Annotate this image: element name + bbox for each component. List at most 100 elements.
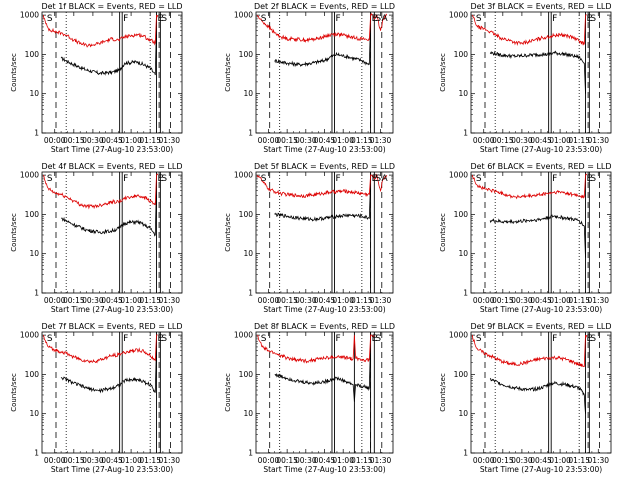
x-tick-label: 01:30 xyxy=(158,136,180,145)
x-tick-label: 01:00 xyxy=(549,456,571,465)
plot-frame xyxy=(255,331,394,454)
x-tick-label: 01:00 xyxy=(549,296,571,305)
x-tick-label: 00:15 xyxy=(63,136,85,145)
y-tick-label: 10 xyxy=(458,409,468,418)
y-tick-label: 10 xyxy=(243,249,253,258)
x-tick-label: 01:00 xyxy=(120,136,142,145)
event-marker-label: S xyxy=(161,174,167,184)
x-tick-label: 00:00 xyxy=(258,136,280,145)
y-tick-label: 1000 xyxy=(234,171,253,180)
y-tick-label: 1 xyxy=(34,129,39,138)
x-tick-label: 01:30 xyxy=(370,456,392,465)
x-tick-label: 00:30 xyxy=(511,456,533,465)
y-tick-label: 10 xyxy=(29,409,39,418)
y-tick-label: 1 xyxy=(248,449,253,458)
event-marker-label: E xyxy=(372,334,378,344)
y-tick-label: 1 xyxy=(463,289,468,298)
x-tick-label: 00:15 xyxy=(492,296,514,305)
event-marker-label: E xyxy=(372,174,378,184)
x-tick-label: 00:45 xyxy=(101,136,123,145)
x-tick-label: 00:00 xyxy=(473,296,495,305)
x-tick-label: 01:30 xyxy=(158,296,180,305)
event-marker-label: F xyxy=(552,334,557,344)
x-tick-label: 01:15 xyxy=(568,296,590,305)
y-tick-label: 1 xyxy=(248,289,253,298)
panel-title: Det 7f BLACK = Events, RED = LLD xyxy=(41,322,182,331)
panel-9: Det 9f BLACK = Events, RED = LLD 1 10 100 10… xyxy=(439,322,612,474)
y-tick-label: 100 xyxy=(454,370,469,379)
x-tick-label: 00:30 xyxy=(511,136,533,145)
y-tick-label: 10 xyxy=(243,89,253,98)
event-marker-label: E xyxy=(158,334,164,344)
x-tick-label: 01:15 xyxy=(139,136,161,145)
plot-frame xyxy=(41,171,183,294)
y-tick-label: 1000 xyxy=(449,171,468,180)
x-tick-label: 01:30 xyxy=(587,456,609,465)
event-marker-label: E xyxy=(587,174,593,184)
event-marker-label: S xyxy=(47,14,53,24)
y-tick-label: 1000 xyxy=(449,11,468,20)
y-tick-label: 1000 xyxy=(449,331,468,340)
panel-3: Det 3f BLACK = Events, RED = LLD 1 10 100 10… xyxy=(439,2,612,154)
plot-frame xyxy=(255,171,394,294)
x-tick-label: 00:30 xyxy=(295,456,317,465)
y-tick-label: 1 xyxy=(463,129,468,138)
event-marker-label: S xyxy=(161,334,167,344)
x-tick-label: 00:00 xyxy=(258,296,280,305)
x-tick-label: 01:15 xyxy=(139,296,161,305)
event-marker-label: S xyxy=(476,174,482,184)
series-events-line xyxy=(274,16,371,68)
panel-6: Det 6f BLACK = Events, RED = LLD 1 10 100 10… xyxy=(439,162,612,314)
x-axis-label: Start Time (27-Aug-10 23:53:00) xyxy=(263,145,385,154)
series-lld-line xyxy=(257,334,375,364)
event-marker-label: S xyxy=(375,14,381,24)
event-marker-label: F xyxy=(552,14,557,24)
event-marker-label: S xyxy=(590,174,596,184)
x-tick-label: 01:15 xyxy=(568,456,590,465)
y-tick-label: 10 xyxy=(29,89,39,98)
event-marker-label: S xyxy=(590,334,596,344)
x-tick-label: 00:00 xyxy=(44,136,66,145)
panel-title: Det 5f BLACK = Events, RED = LLD xyxy=(254,162,395,171)
y-axis-label: Counts/sec xyxy=(224,53,232,92)
y-tick-label: 10 xyxy=(458,249,468,258)
x-tick-label: 00:30 xyxy=(295,136,317,145)
x-tick-label: 00:15 xyxy=(63,456,85,465)
plot-frame xyxy=(41,331,183,454)
event-marker-label: S xyxy=(261,14,267,24)
series-lld-line xyxy=(471,173,588,200)
y-tick-label: 1 xyxy=(34,289,39,298)
x-tick-label: 00:30 xyxy=(295,296,317,305)
x-tick-label: 00:30 xyxy=(82,456,104,465)
event-marker-label: S xyxy=(261,334,267,344)
y-axis-label: Counts/sec xyxy=(10,373,18,412)
y-tick-label: 1000 xyxy=(20,331,39,340)
x-tick-label: 00:45 xyxy=(314,456,336,465)
x-tick-label: 00:15 xyxy=(492,456,514,465)
event-marker-label: A xyxy=(382,14,389,24)
panel-5: Det 5f BLACK = Events, RED = LLD 1 10 100 10… xyxy=(224,162,395,314)
series-events-line xyxy=(489,377,586,414)
x-tick-label: 01:15 xyxy=(351,136,373,145)
y-tick-label: 100 xyxy=(239,50,254,59)
x-tick-label: 01:15 xyxy=(568,136,590,145)
event-marker-label: F xyxy=(123,334,128,344)
event-marker-label: F xyxy=(335,174,340,184)
event-marker-label: S xyxy=(47,334,53,344)
panel-8: Det 8f BLACK = Events, RED = LLD 1 10 100 10… xyxy=(224,322,395,474)
event-marker-label: S xyxy=(375,174,381,184)
series-events-line xyxy=(489,214,586,258)
x-tick-label: 01:15 xyxy=(139,456,161,465)
panel-title: Det 8f BLACK = Events, RED = LLD xyxy=(254,322,395,331)
series-events-line xyxy=(61,183,157,237)
y-tick-label: 10 xyxy=(29,249,39,258)
x-tick-label: 00:00 xyxy=(258,456,280,465)
x-tick-label: 01:30 xyxy=(158,456,180,465)
y-tick-label: 1000 xyxy=(234,11,253,20)
panel-4: Det 4f BLACK = Events, RED = LLD 1 10 100 10… xyxy=(10,162,183,314)
x-axis-label: Start Time (27-Aug-10 23:53:00) xyxy=(480,305,602,314)
x-tick-label: 00:30 xyxy=(82,136,104,145)
event-marker-label: S xyxy=(476,334,482,344)
y-tick-label: 1 xyxy=(463,449,468,458)
event-marker-label: S xyxy=(261,174,267,184)
